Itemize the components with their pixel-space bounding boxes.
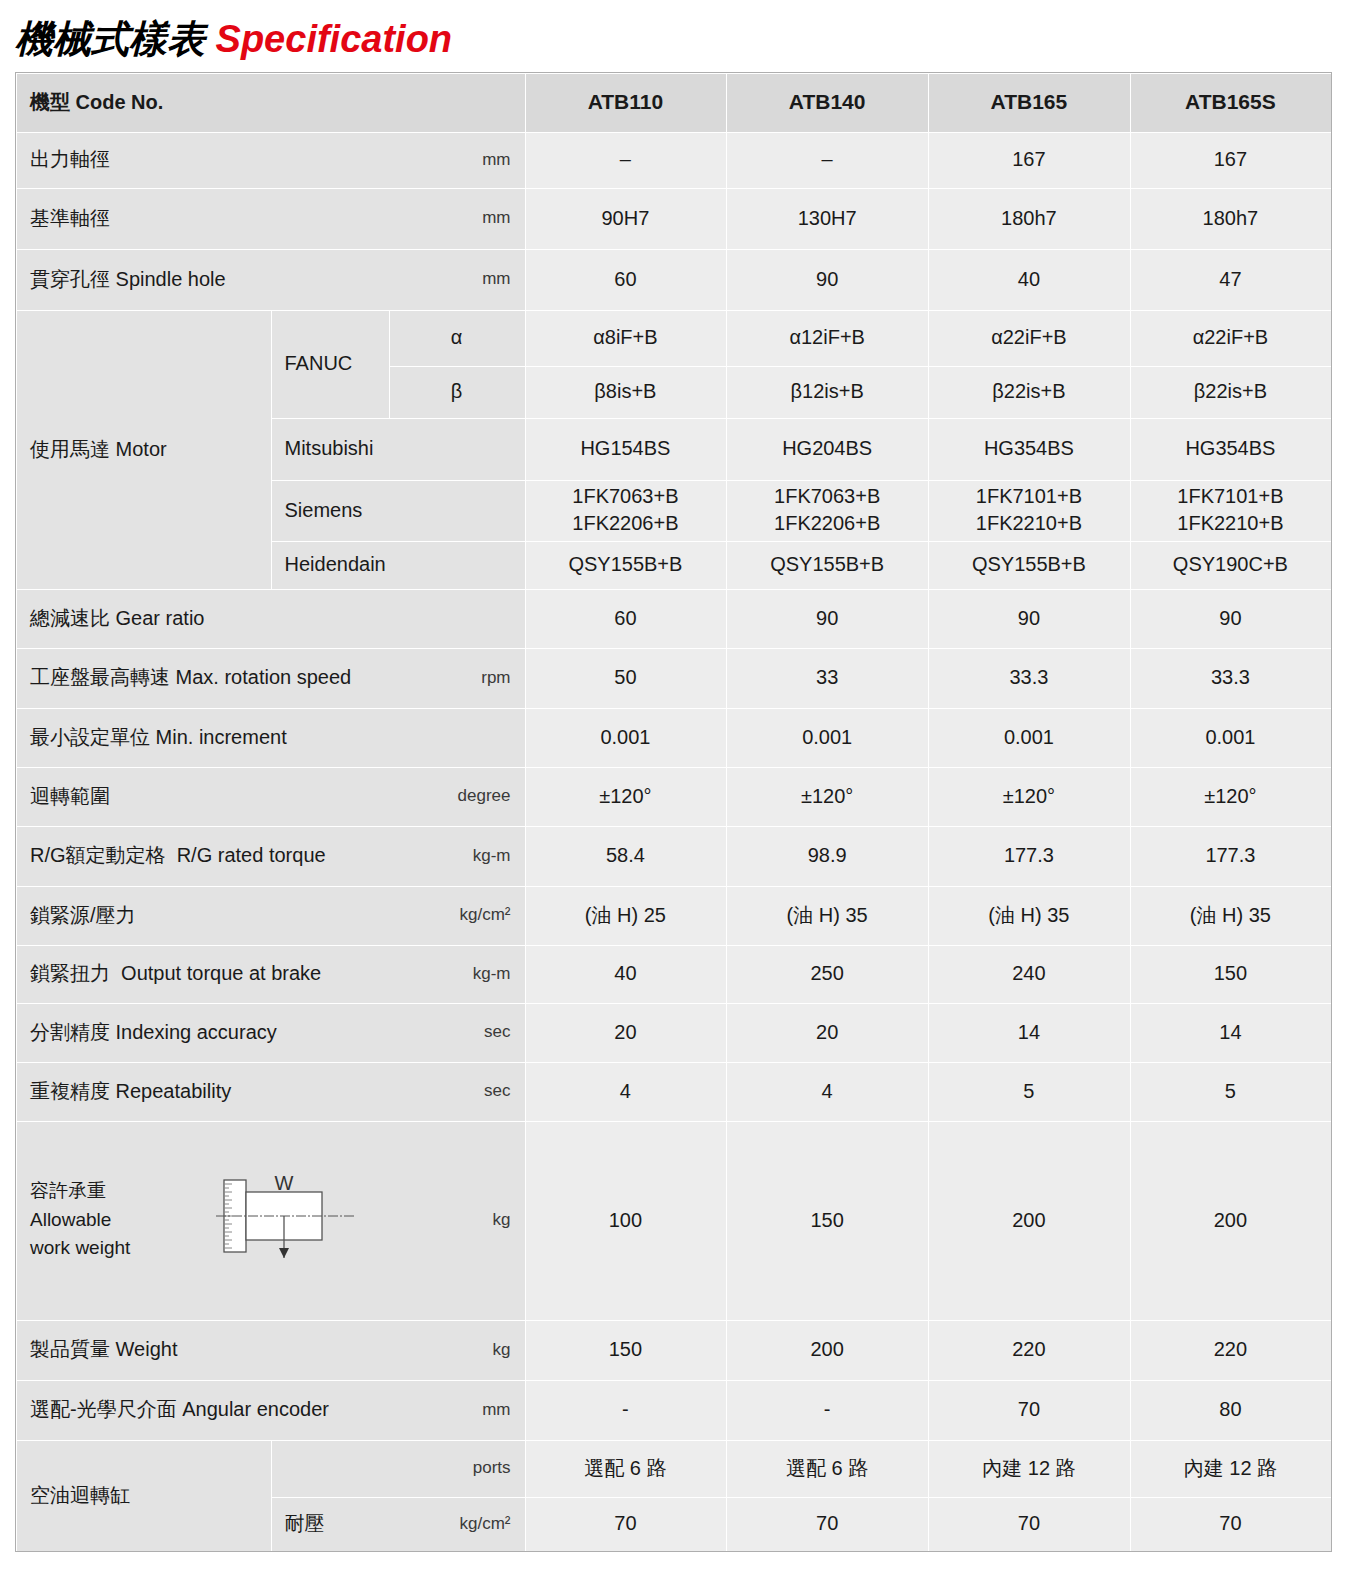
svg-text:W: W	[275, 1172, 294, 1194]
